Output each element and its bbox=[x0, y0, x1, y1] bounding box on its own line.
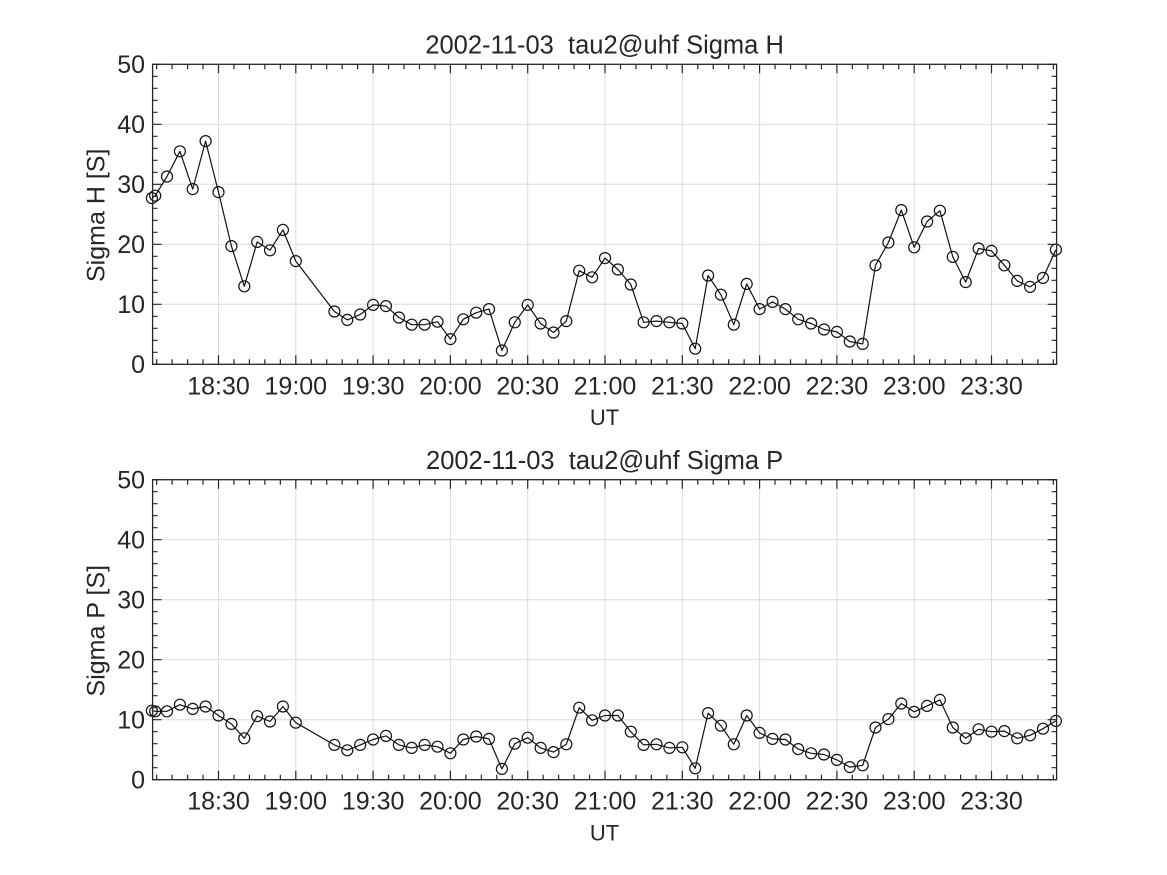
svg-text:2002-11-03 tau2@uhf Sigma H: 2002-11-03 tau2@uhf Sigma H bbox=[425, 31, 784, 59]
svg-text:23:00: 23:00 bbox=[883, 372, 946, 400]
svg-text:19:00: 19:00 bbox=[265, 788, 328, 816]
svg-text:22:00: 22:00 bbox=[728, 788, 791, 816]
svg-text:19:00: 19:00 bbox=[265, 372, 328, 400]
svg-text:23:00: 23:00 bbox=[883, 788, 946, 816]
svg-text:40: 40 bbox=[117, 111, 145, 139]
svg-text:50: 50 bbox=[117, 466, 145, 494]
svg-text:21:30: 21:30 bbox=[651, 372, 714, 400]
svg-text:20:30: 20:30 bbox=[496, 788, 559, 816]
svg-text:21:00: 21:00 bbox=[574, 788, 637, 816]
svg-text:UT: UT bbox=[590, 820, 619, 845]
svg-text:23:30: 23:30 bbox=[960, 788, 1023, 816]
svg-text:22:00: 22:00 bbox=[728, 372, 791, 400]
svg-text:18:30: 18:30 bbox=[187, 788, 250, 816]
svg-text:21:30: 21:30 bbox=[651, 788, 714, 816]
svg-text:22:30: 22:30 bbox=[806, 788, 869, 816]
svg-text:0: 0 bbox=[131, 766, 145, 794]
svg-text:20:30: 20:30 bbox=[496, 372, 559, 400]
svg-text:30: 30 bbox=[117, 171, 145, 199]
svg-text:23:30: 23:30 bbox=[960, 372, 1023, 400]
svg-text:0: 0 bbox=[131, 351, 145, 379]
svg-text:20:00: 20:00 bbox=[419, 788, 482, 816]
svg-text:40: 40 bbox=[117, 526, 145, 554]
svg-text:10: 10 bbox=[117, 291, 145, 319]
svg-text:20:00: 20:00 bbox=[419, 372, 482, 400]
svg-text:30: 30 bbox=[117, 586, 145, 614]
svg-text:20: 20 bbox=[117, 231, 145, 259]
svg-text:10: 10 bbox=[117, 706, 145, 734]
svg-text:22:30: 22:30 bbox=[806, 372, 869, 400]
svg-text:Sigma H [S]: Sigma H [S] bbox=[83, 149, 111, 282]
svg-text:18:30: 18:30 bbox=[187, 372, 250, 400]
svg-text:19:30: 19:30 bbox=[342, 372, 405, 400]
svg-text:20: 20 bbox=[117, 646, 145, 674]
svg-text:2002-11-03 tau2@uhf Sigma P: 2002-11-03 tau2@uhf Sigma P bbox=[426, 447, 783, 475]
svg-text:UT: UT bbox=[590, 405, 619, 430]
svg-text:19:30: 19:30 bbox=[342, 788, 405, 816]
svg-text:21:00: 21:00 bbox=[574, 372, 637, 400]
svg-text:50: 50 bbox=[117, 51, 145, 79]
svg-text:Sigma P [S]: Sigma P [S] bbox=[83, 565, 111, 697]
